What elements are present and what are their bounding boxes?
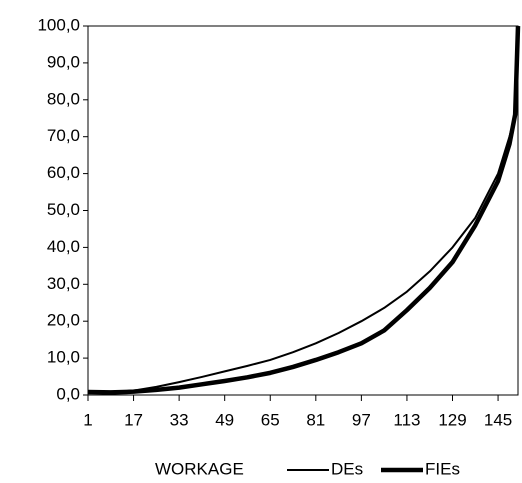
y-tick-label: 60,0 <box>47 163 80 182</box>
y-tick-label: 70,0 <box>47 126 80 145</box>
x-tick-label: 65 <box>261 410 280 429</box>
y-tick-label: 100,0 <box>37 15 80 34</box>
y-tick-label: 20,0 <box>47 311 80 330</box>
y-tick-label: 10,0 <box>47 348 80 367</box>
y-tick-label: 80,0 <box>47 89 80 108</box>
x-tick-label: 49 <box>215 410 234 429</box>
series-line <box>87 25 519 395</box>
y-tick-label: 40,0 <box>47 237 80 256</box>
y-tick-label: 30,0 <box>47 274 80 293</box>
y-tick-label: 90,0 <box>47 52 80 71</box>
series-line <box>87 25 521 395</box>
legend-label: DEs <box>331 459 363 478</box>
y-tick-label: 50,0 <box>47 200 80 219</box>
y-tick-label: 0,0 <box>56 384 80 403</box>
x-tick-label: 81 <box>306 410 325 429</box>
plot-area <box>87 25 519 396</box>
x-tick-label: 145 <box>484 410 512 429</box>
x-tick-label: 97 <box>352 410 371 429</box>
x-axis-title: WORKAGE <box>155 459 244 478</box>
x-tick-label: 1 <box>83 410 92 429</box>
x-tick-label: 129 <box>438 410 466 429</box>
x-tick-label: 17 <box>124 410 143 429</box>
x-tick-label: 33 <box>170 410 189 429</box>
x-tick-label: 113 <box>393 410 420 429</box>
legend-label: FIEs <box>425 459 460 478</box>
